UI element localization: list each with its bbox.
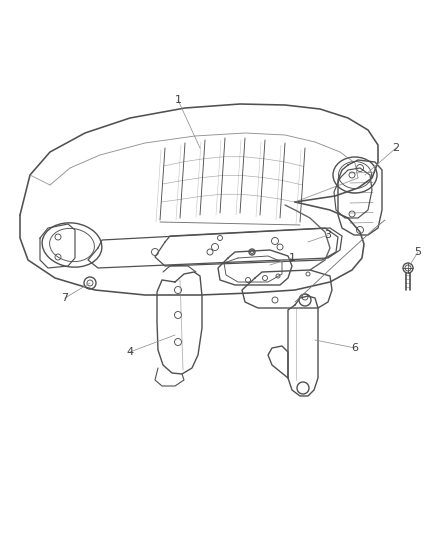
Text: 1: 1	[174, 95, 181, 105]
Text: 5: 5	[414, 247, 421, 257]
Text: 1: 1	[289, 253, 296, 263]
Text: 2: 2	[392, 143, 399, 153]
Text: 3: 3	[325, 230, 332, 240]
Text: 7: 7	[61, 293, 69, 303]
Text: 6: 6	[352, 343, 358, 353]
Text: 4: 4	[127, 347, 134, 357]
